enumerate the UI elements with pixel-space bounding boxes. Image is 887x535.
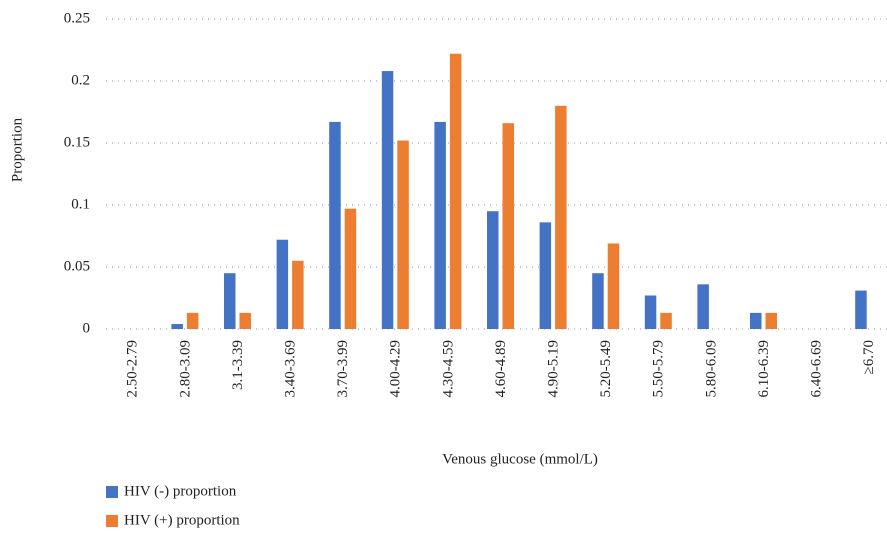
bar	[555, 105, 567, 329]
bar	[660, 312, 672, 329]
legend-swatch	[106, 486, 118, 498]
x-tick-label: 5.50-5.79	[651, 340, 667, 398]
bar	[292, 260, 304, 329]
legend-label: HIV (-) proportion	[124, 483, 237, 499]
x-tick-label: 2.50-2.79	[125, 340, 141, 398]
x-tick-label: 4.90-5.19	[546, 340, 562, 398]
bar	[607, 243, 620, 329]
x-axis-title: Venous glucose (mmol/L)	[442, 451, 598, 467]
bar	[381, 71, 394, 329]
x-tick-label: ≥6.70	[861, 340, 877, 374]
bar	[276, 239, 289, 329]
x-tick-label: 3.70-3.99	[335, 340, 351, 398]
x-tick-label: 5.80-6.09	[703, 340, 719, 398]
x-tick-label: 3.40-3.69	[283, 340, 299, 398]
x-tick-label: 4.30-4.59	[440, 340, 456, 398]
x-tick-label: 4.60-4.89	[493, 340, 509, 398]
y-tick-label: 0.25	[64, 10, 90, 26]
y-tick-label: 0.15	[64, 134, 90, 150]
bar	[397, 140, 409, 329]
bar	[224, 273, 236, 329]
bar	[449, 53, 462, 329]
y-tick-label: 0	[83, 320, 91, 336]
y-axis-title: Proportion	[9, 117, 25, 182]
bar	[765, 312, 777, 329]
bar	[186, 312, 199, 329]
bar	[592, 273, 604, 329]
y-tick-label: 0.2	[71, 72, 90, 88]
x-tick-label: 6.10-6.39	[756, 340, 772, 398]
bar	[171, 324, 183, 329]
bar	[644, 295, 657, 329]
x-tick-label: 3.1-3.39	[230, 340, 246, 390]
x-tick-label: 6.40-6.69	[809, 340, 825, 398]
x-tick-label: 2.80-3.09	[177, 340, 193, 398]
bar	[344, 208, 357, 329]
x-tick-label: 5.20-5.49	[598, 340, 614, 398]
bar	[502, 123, 514, 329]
x-tick-label: 4.00-4.29	[388, 340, 404, 398]
legend-swatch	[106, 515, 118, 527]
legend-label: HIV (+) proportion	[124, 512, 240, 528]
bar	[239, 312, 251, 329]
bar	[487, 211, 499, 329]
bar	[697, 284, 709, 329]
bar	[329, 121, 341, 329]
y-tick-label: 0.05	[64, 258, 90, 274]
bar	[539, 222, 552, 329]
bar	[855, 290, 867, 329]
y-tick-label: 0.1	[71, 196, 90, 212]
bar	[434, 121, 446, 329]
bar	[750, 312, 762, 329]
